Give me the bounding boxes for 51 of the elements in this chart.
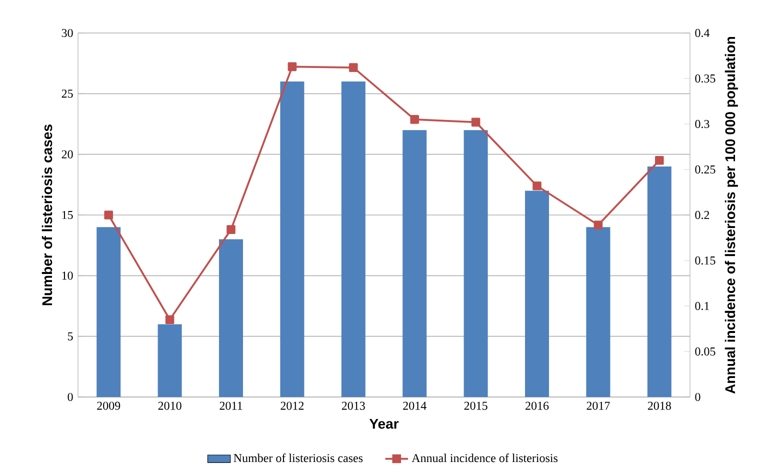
y-axis-title: Number of listeriosis cases: [42, 124, 52, 306]
point: [532, 181, 542, 190]
bar: [96, 227, 121, 397]
bar: [647, 166, 672, 397]
y2-tick-label: 0.1: [695, 302, 710, 310]
y2-tick-label: 0: [695, 392, 700, 402]
x-tick-label: 2011: [220, 402, 242, 410]
y-tick-label: 20: [62, 150, 73, 158]
y2-tick-label: 0.2: [695, 210, 710, 220]
x-tick-label: 2015: [464, 402, 488, 410]
y-tick-label: 25: [62, 90, 73, 98]
y-tick-label: 30: [62, 28, 73, 38]
bar: [158, 324, 182, 397]
bar: [219, 239, 244, 397]
y2-axis-title: Annual incidence of listeriosis per 100 000 population: [724, 36, 738, 394]
bar: [586, 227, 610, 397]
x-tick-label: 2018: [648, 402, 671, 410]
point: [349, 63, 358, 72]
x-tick-label: 2017: [586, 402, 610, 410]
y2-tick-label: 0.35: [695, 74, 716, 83]
point: [471, 118, 480, 127]
bar: [280, 82, 304, 397]
y-tick-label: 10: [62, 272, 73, 280]
y2-tick-label: 0.4: [695, 28, 710, 38]
point: [288, 62, 297, 72]
point: [104, 210, 114, 220]
y-tick-label: 0: [68, 392, 73, 402]
bar: [464, 130, 488, 397]
y2-tick-label: 0.15: [695, 256, 716, 265]
point: [410, 115, 420, 124]
point: [165, 315, 174, 324]
point: [594, 220, 603, 230]
bar: [402, 130, 427, 397]
bar: [525, 190, 549, 397]
y2-tick-label: 0.05: [695, 347, 716, 356]
legend-label: Number of listeriosis cases: [234, 454, 363, 462]
legend-label: Annual incidence of listeriosis: [412, 454, 558, 462]
y-tick-label: 5: [68, 332, 73, 340]
point: [655, 156, 664, 165]
x-tick-label: 2009: [97, 402, 120, 410]
x-tick-label: 2014: [403, 402, 426, 410]
point: [226, 225, 236, 234]
x-tick-label: 2012: [280, 402, 304, 410]
x-axis-title: Year: [369, 418, 399, 429]
y-tick-label: 15: [62, 210, 73, 220]
y2-tick-label: 0.25: [695, 165, 716, 174]
bar: [341, 82, 366, 397]
y2-tick-label: 0.3: [695, 120, 710, 128]
x-tick-label: 2016: [526, 402, 549, 410]
x-tick-label: 2010: [158, 402, 182, 410]
x-tick-label: 2013: [342, 402, 365, 410]
